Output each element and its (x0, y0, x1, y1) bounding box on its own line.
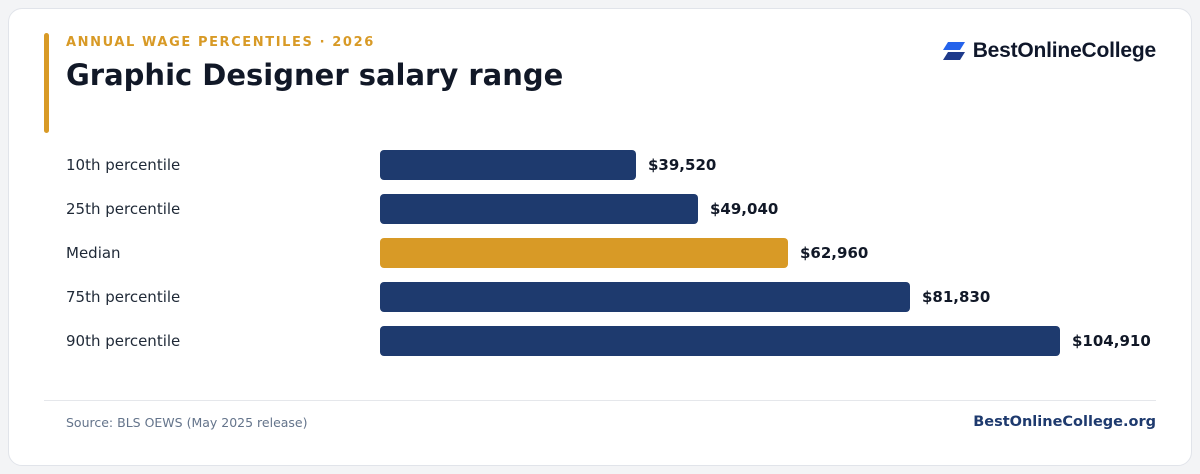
chart-card (8, 8, 1192, 466)
bar (380, 150, 636, 180)
bar (380, 238, 788, 268)
footer-divider (44, 400, 1156, 401)
bar (380, 326, 1060, 356)
value-label: $81,830 (922, 288, 990, 306)
value-label: $49,040 (710, 200, 778, 218)
value-label: $39,520 (648, 156, 716, 174)
bar (380, 194, 698, 224)
bar (380, 282, 910, 312)
value-label: $62,960 (800, 244, 868, 262)
stacked-parallelogram-logo-icon (942, 42, 965, 60)
logo-shape-bottom (942, 52, 965, 60)
category-label: 90th percentile (66, 332, 180, 350)
category-label: 75th percentile (66, 288, 180, 306)
source-note: Source: BLS OEWS (May 2025 release) (66, 415, 308, 430)
site-link[interactable]: BestOnlineCollege.org (973, 414, 1156, 430)
brand-logo[interactable]: BestOnlineCollege (942, 39, 1156, 63)
category-label: 25th percentile (66, 200, 180, 218)
brand-name: BestOnlineCollege (972, 39, 1157, 62)
logo-shape-top (942, 42, 965, 50)
eyebrow-label: ANNUAL WAGE PERCENTILES · 2026 (66, 35, 375, 50)
category-label: 10th percentile (66, 156, 180, 174)
category-label: Median (66, 244, 121, 262)
value-label: $104,910 (1072, 332, 1151, 350)
accent-bar (44, 33, 49, 133)
chart-title: Graphic Designer salary range (66, 58, 564, 92)
